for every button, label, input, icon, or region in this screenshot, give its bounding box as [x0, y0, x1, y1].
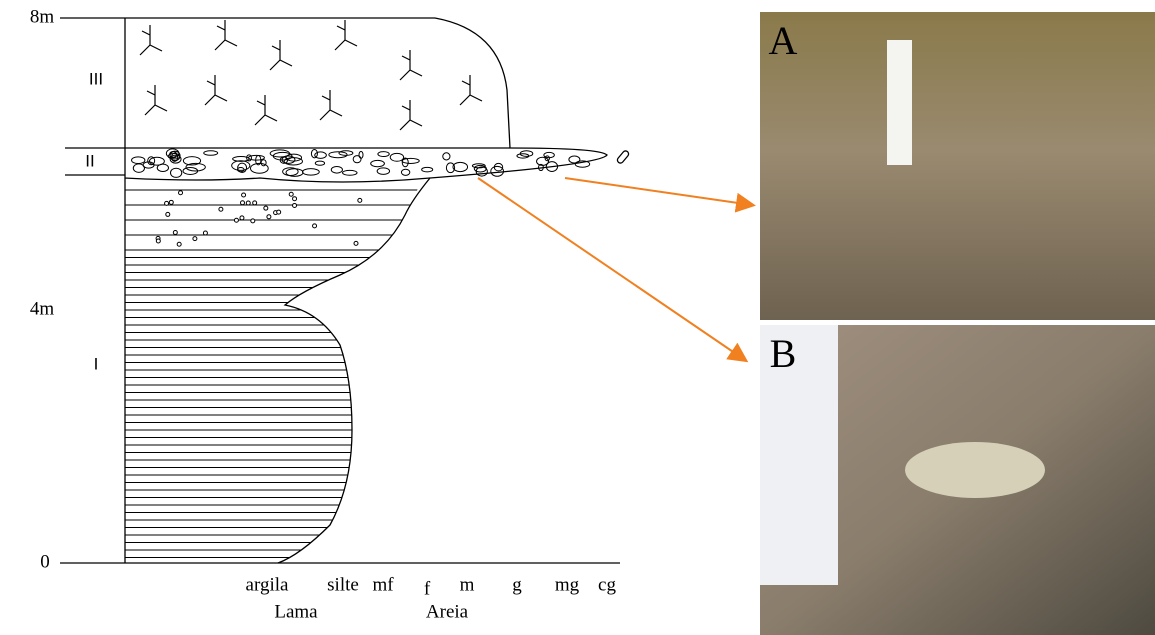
depth-label: 4m — [30, 298, 55, 319]
symbol — [358, 198, 362, 202]
symbol — [170, 168, 181, 177]
symbol — [132, 157, 145, 164]
symbol — [320, 90, 342, 120]
symbol — [234, 218, 238, 222]
symbol — [302, 169, 319, 175]
arrow — [478, 178, 745, 360]
symbol — [329, 152, 347, 158]
symbol — [156, 239, 160, 243]
symbol — [371, 160, 385, 166]
symbol — [293, 203, 297, 207]
symbol — [377, 168, 389, 175]
symbol — [203, 231, 207, 235]
symbol — [242, 193, 246, 197]
symbol — [422, 167, 433, 171]
symbol — [353, 156, 361, 163]
symbol — [169, 200, 173, 204]
photo-a — [760, 12, 1155, 320]
symbol — [390, 153, 403, 161]
symbol — [179, 191, 183, 195]
symbol — [331, 166, 342, 173]
symbol — [193, 237, 197, 241]
grain-label: cg — [598, 574, 616, 595]
symbol — [343, 170, 358, 175]
symbol — [277, 210, 281, 214]
grain-label: f — [424, 578, 431, 599]
group-label: Areia — [426, 601, 469, 622]
symbol — [219, 207, 223, 211]
grain-label: silte — [327, 574, 359, 595]
unit-label: III — [89, 69, 103, 88]
grain-label: mg — [555, 574, 580, 595]
symbol — [401, 169, 409, 175]
symbol — [215, 20, 237, 50]
grain-label: m — [460, 574, 475, 595]
symbol — [491, 166, 504, 176]
unit-label: I — [94, 354, 99, 373]
symbol — [157, 164, 168, 171]
symbol — [453, 162, 468, 171]
group-label: Lama — [274, 601, 318, 622]
symbol — [335, 20, 357, 50]
symbol — [251, 219, 255, 223]
symbol — [255, 95, 277, 125]
symbol — [253, 201, 257, 205]
symbol — [204, 151, 218, 156]
grain-label: mf — [372, 574, 394, 595]
symbol — [246, 201, 250, 205]
symbol — [354, 241, 358, 245]
symbol — [378, 152, 389, 157]
symbol — [165, 201, 169, 205]
scale-bar — [887, 40, 912, 165]
symbol — [443, 153, 450, 160]
symbol — [293, 197, 297, 201]
column — [60, 18, 630, 563]
symbol — [241, 201, 245, 205]
symbol — [267, 215, 271, 219]
symbol — [261, 160, 266, 166]
symbol — [145, 85, 167, 115]
gravel — [132, 149, 590, 178]
symbol — [264, 206, 268, 210]
depth-label: 0 — [40, 551, 50, 572]
symbol — [460, 75, 482, 105]
symbol — [400, 50, 422, 80]
symbol — [289, 192, 293, 196]
symbol — [537, 157, 549, 165]
symbol — [270, 40, 292, 70]
symbol — [232, 161, 250, 171]
symbol — [173, 231, 177, 235]
symbol — [313, 224, 317, 228]
depth-label: 8m — [30, 6, 55, 27]
fossil — [905, 442, 1045, 498]
hatching — [125, 190, 440, 558]
photo-label: B — [770, 331, 797, 376]
symbol — [402, 158, 419, 163]
arrow — [565, 178, 752, 205]
symbol — [240, 216, 244, 220]
grain-label: g — [512, 574, 522, 595]
symbol — [400, 100, 422, 130]
symbol — [177, 242, 181, 246]
figure: 8m 4m 0 III II I argila silte mf f m g m… — [0, 0, 1155, 635]
symbol — [166, 212, 170, 216]
symbol — [205, 75, 227, 105]
symbol — [311, 149, 317, 157]
symbol — [140, 25, 162, 55]
symbol — [315, 161, 324, 165]
unit-label: II — [85, 151, 94, 170]
roots — [140, 20, 482, 130]
grain-label: argila — [246, 574, 289, 595]
photo-label: A — [769, 18, 798, 63]
